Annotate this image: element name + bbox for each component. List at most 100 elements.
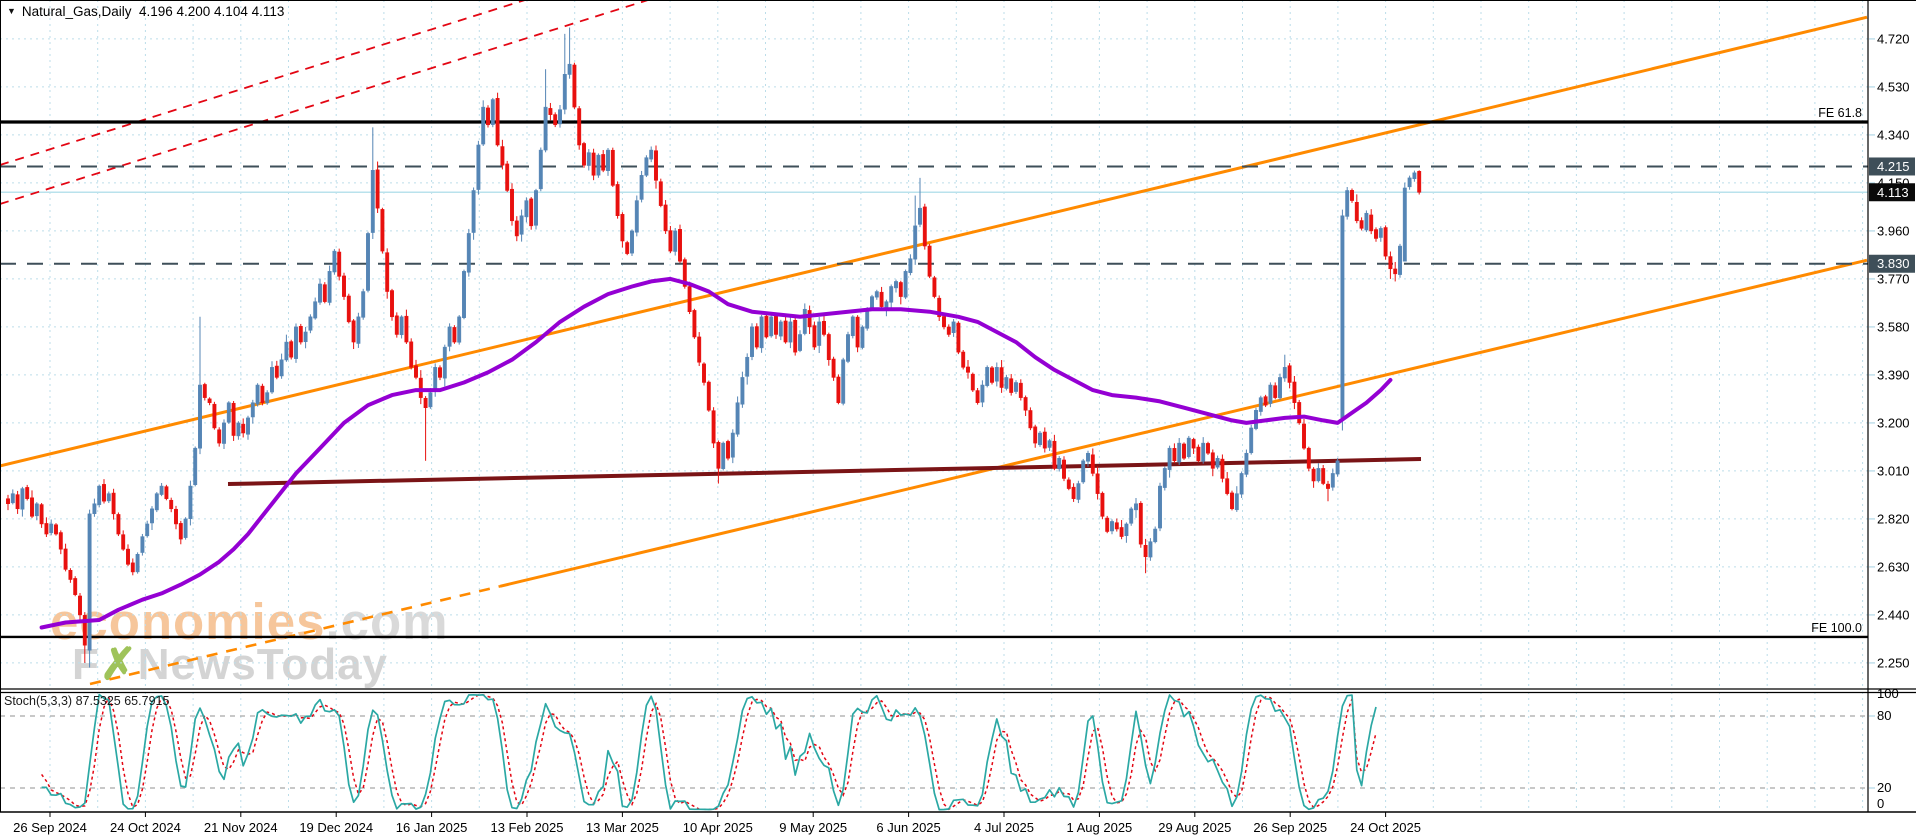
candle-body [1340, 215, 1345, 419]
candle-body [726, 441, 730, 459]
candle-body [1369, 214, 1374, 232]
candle-body [1282, 367, 1287, 379]
candle-body [174, 508, 178, 525]
candle-body [457, 316, 462, 343]
candle-body [1090, 454, 1095, 474]
candle-body [577, 108, 582, 146]
candle-body [193, 447, 198, 486]
candle-body [260, 385, 265, 403]
main-pane: FE 61.8 FE 100.0 [0, 0, 1868, 688]
candle-body [1124, 523, 1129, 536]
candle-body [558, 109, 562, 125]
candle-body [121, 534, 126, 550]
candle-body [294, 326, 298, 359]
time-axis[interactable] [0, 813, 1916, 840]
candle-body [927, 245, 932, 277]
candle-body [130, 562, 135, 573]
candle-body [798, 334, 802, 351]
candle-body [428, 392, 433, 408]
x-logo-icon: ✗ [99, 640, 138, 689]
candle-body [471, 190, 476, 233]
candle-body [1268, 384, 1273, 404]
candle-body [34, 503, 39, 517]
candle-body [836, 376, 841, 403]
candle-body [922, 206, 927, 247]
date-axis-label: 13 Mar 2025 [586, 820, 659, 835]
price-axis[interactable] [1868, 0, 1916, 812]
candle-body [898, 282, 903, 297]
candle-body [1350, 190, 1354, 201]
candle-body [63, 548, 68, 570]
candle-body [620, 214, 625, 242]
candle-body [956, 322, 961, 353]
candle-body [850, 316, 855, 337]
candle-body [1345, 190, 1350, 217]
candle-body [1292, 381, 1297, 403]
candle-body [1047, 440, 1052, 448]
candle-body [231, 402, 236, 436]
candle-body [116, 514, 121, 535]
candle-body [874, 291, 879, 298]
candle-body [678, 229, 682, 262]
price-level-badge [1869, 254, 1915, 273]
channel-lower-dashed [89, 585, 501, 686]
candle-body [999, 367, 1004, 388]
candle-body [831, 358, 836, 378]
candle-body [438, 367, 442, 378]
candle-body [1234, 493, 1239, 511]
candle-body [846, 334, 850, 362]
price-axis-label: 3.580 [1877, 319, 1910, 334]
candle-body [658, 181, 663, 206]
candle-body [606, 149, 610, 171]
candle-body [1129, 508, 1134, 524]
candle-body [793, 320, 798, 353]
candle-body [1258, 397, 1263, 412]
candle-body [562, 74, 567, 110]
candle-body [366, 233, 370, 291]
candle-body [745, 356, 750, 377]
candle-body [1066, 479, 1071, 489]
candle-body [1162, 468, 1167, 488]
candle-body [279, 359, 284, 377]
fib-level-label: FE 61.8 [1818, 106, 1862, 120]
price-axis-label: 4.720 [1877, 31, 1910, 46]
candle-body [394, 315, 399, 335]
candle-body [490, 99, 495, 125]
candle-body [548, 108, 553, 115]
candle-body [1321, 468, 1326, 484]
channel-upper [0, 15, 1868, 468]
candle-body [246, 417, 250, 435]
candle-body [735, 402, 740, 435]
date-axis-label: 16 Jan 2025 [396, 820, 468, 835]
candle-body [894, 281, 898, 289]
candle-body [303, 331, 308, 343]
candle-body [49, 523, 54, 534]
candle-body [716, 442, 721, 469]
candle-body [918, 207, 922, 225]
candle-body [1417, 171, 1422, 193]
candle-body [1177, 442, 1182, 463]
candle-body [1302, 423, 1306, 449]
stoch-main-line [41, 693, 1377, 811]
candle-body [102, 484, 106, 502]
candle-body [644, 157, 649, 176]
candle-body [250, 402, 255, 418]
stoch-axis-label: 20 [1877, 780, 1891, 795]
candle-body [1225, 478, 1230, 494]
candle-body [1335, 460, 1340, 475]
candle-body [1330, 473, 1335, 488]
candle-body [1042, 431, 1047, 449]
candle-body [476, 144, 481, 190]
watermark-subbrand: F✗NewsToday [72, 640, 389, 689]
candle-body [654, 150, 658, 181]
candle-body [860, 326, 865, 348]
candle-body [30, 497, 34, 517]
candle-body [778, 321, 783, 337]
candle-body [308, 316, 313, 331]
candle-body [543, 106, 548, 151]
candle-body [985, 367, 990, 386]
candle-body [198, 384, 202, 449]
candle-body [1354, 201, 1359, 222]
